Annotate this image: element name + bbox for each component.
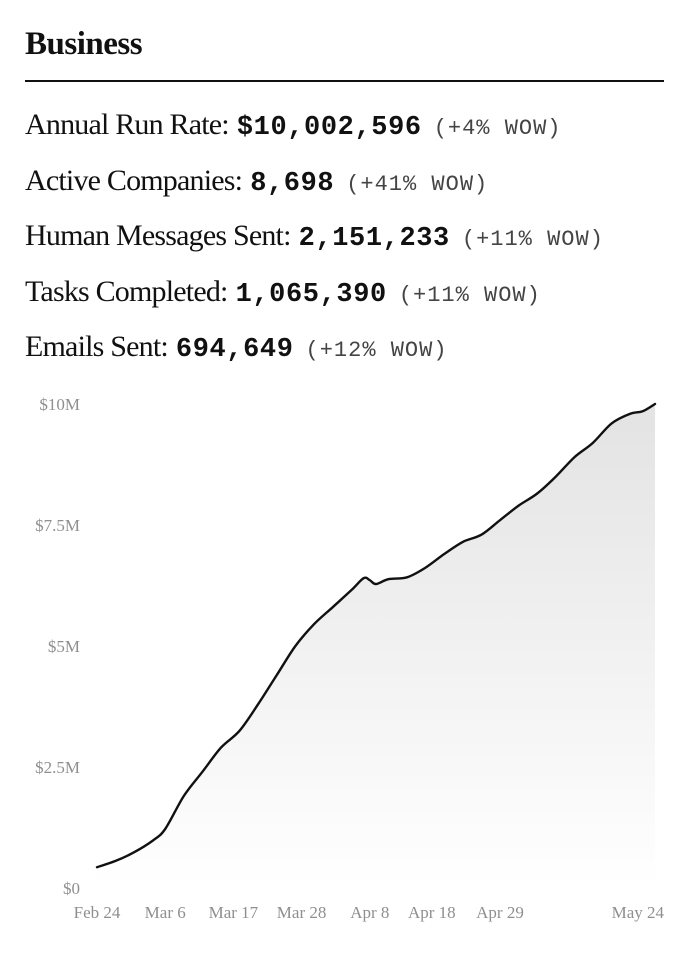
x-tick-label: Mar 28 bbox=[277, 903, 327, 922]
y-tick-label: $0 bbox=[63, 879, 80, 898]
metrics-list: Annual Run Rate: $10,002,596 (+4% WOW) A… bbox=[25, 100, 675, 378]
metric-change: (+11% WOW) bbox=[461, 227, 604, 252]
data-point bbox=[96, 866, 98, 868]
y-tick-label: $7.5M bbox=[35, 516, 80, 535]
data-point bbox=[201, 771, 203, 773]
data-point bbox=[238, 730, 240, 732]
data-point bbox=[152, 839, 154, 841]
metric-value: 694,649 bbox=[175, 335, 294, 365]
x-tick-label: Apr 8 bbox=[350, 903, 389, 922]
data-point bbox=[331, 606, 333, 608]
data-point bbox=[183, 795, 185, 797]
data-point bbox=[555, 475, 557, 477]
metric-change: (+12% WOW) bbox=[305, 338, 448, 363]
metric-human-messages-sent: Human Messages Sent: 2,151,233 (+11% WOW… bbox=[25, 211, 675, 267]
page-title: Business bbox=[25, 26, 143, 62]
metric-active-companies: Active Companies: 8,698 (+41% WOW) bbox=[25, 156, 675, 212]
data-point bbox=[480, 534, 482, 536]
x-tick-label: Feb 24 bbox=[74, 903, 121, 922]
x-tick-label: Apr 18 bbox=[408, 903, 456, 922]
data-point bbox=[387, 578, 389, 580]
data-point bbox=[133, 851, 135, 853]
data-point bbox=[406, 576, 408, 578]
revenue-chart: $0 $2.5M $5M $7.5M $10M Feb 24 Mar 6 Mar 17 Mar… bbox=[0, 380, 686, 940]
data-point bbox=[443, 553, 445, 555]
x-tick-label: May 24 bbox=[612, 903, 665, 922]
x-tick-label: Apr 29 bbox=[476, 903, 524, 922]
x-tick-label: Mar 6 bbox=[145, 903, 186, 922]
data-point bbox=[362, 577, 364, 579]
metric-value: 8,698 bbox=[250, 168, 335, 199]
data-point bbox=[424, 566, 426, 568]
x-axis: Feb 24 Mar 6 Mar 17 Mar 28 Apr 8 Apr 18 Apr 29… bbox=[74, 903, 665, 922]
metric-label: Tasks Completed: bbox=[25, 274, 228, 308]
data-point bbox=[641, 410, 643, 412]
metric-label: Emails Sent: bbox=[25, 330, 169, 363]
y-tick-label: $5M bbox=[48, 637, 80, 656]
metric-label: Annual Run Rate: bbox=[25, 108, 230, 141]
metric-emails-sent: Emails Sent: 694,649 (+12% WOW) bbox=[25, 322, 675, 378]
data-point bbox=[654, 403, 656, 405]
data-point bbox=[610, 422, 612, 424]
data-point bbox=[294, 645, 296, 647]
data-point bbox=[592, 442, 594, 444]
data-point bbox=[276, 674, 278, 676]
metric-annual-run-rate: Annual Run Rate: $10,002,596 (+4% WOW) bbox=[25, 100, 675, 156]
data-point bbox=[536, 492, 538, 494]
data-point bbox=[220, 746, 222, 748]
metric-change: (+4% WOW) bbox=[433, 116, 562, 141]
data-point bbox=[313, 623, 315, 625]
metric-tasks-completed: Tasks Completed: 1,065,390 (+11% WOW) bbox=[25, 267, 675, 323]
data-point bbox=[629, 413, 631, 415]
data-point bbox=[375, 583, 377, 585]
metric-value: 1,065,390 bbox=[235, 279, 387, 310]
data-point bbox=[517, 504, 519, 506]
data-point bbox=[573, 456, 575, 458]
y-axis: $0 $2.5M $5M $7.5M $10M bbox=[35, 395, 80, 898]
data-point bbox=[350, 589, 352, 591]
data-point bbox=[164, 828, 166, 830]
metric-change: (+41% WOW) bbox=[346, 171, 489, 197]
revenue-area bbox=[97, 404, 655, 888]
revenue-chart-svg: $0 $2.5M $5M $7.5M $10M Feb 24 Mar 6 Mar 17 Mar… bbox=[35, 395, 665, 922]
metric-value: 2,151,233 bbox=[298, 224, 450, 254]
data-point bbox=[114, 860, 116, 862]
y-tick-label: $2.5M bbox=[35, 758, 80, 777]
metric-label: Human Messages Sent: bbox=[25, 219, 291, 252]
data-point bbox=[369, 579, 371, 581]
data-point bbox=[499, 519, 501, 521]
revenue-line bbox=[95, 402, 657, 869]
data-point bbox=[462, 541, 464, 543]
metric-value: $10,002,596 bbox=[236, 113, 422, 143]
title-divider bbox=[25, 80, 664, 82]
y-tick-label: $10M bbox=[39, 395, 80, 414]
metric-label: Active Companies: bbox=[25, 163, 243, 197]
x-tick-label: Mar 17 bbox=[209, 903, 259, 922]
data-point bbox=[257, 703, 259, 705]
metric-change: (+11% WOW) bbox=[398, 282, 541, 308]
